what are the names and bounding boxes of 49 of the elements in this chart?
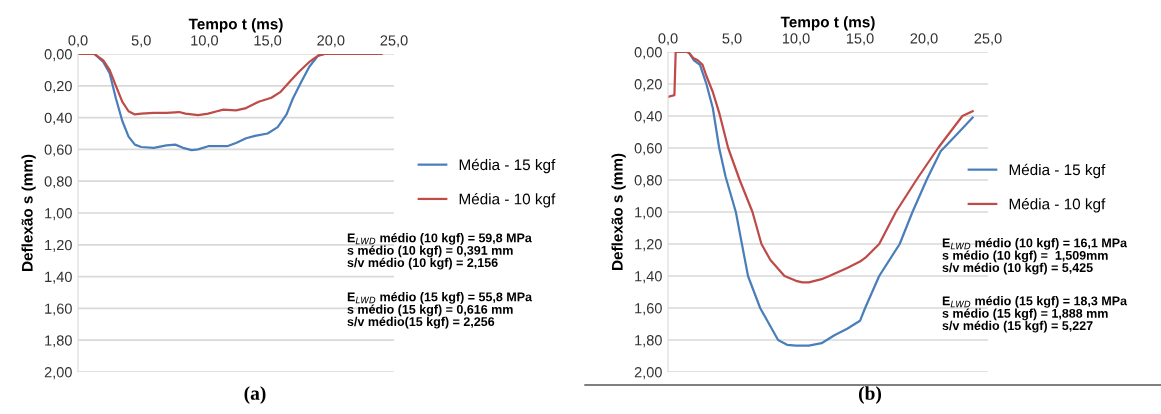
y-tick-label: 0,80 (44, 176, 72, 189)
x-tick-label: 25,0 (380, 35, 408, 48)
text: (b) (858, 386, 882, 404)
x-tick-label: 5,0 (131, 35, 151, 48)
y-tick-label: 0,60 (634, 143, 662, 156)
y-tick-label: 0,40 (44, 112, 72, 125)
x-tick-label: 20,0 (910, 33, 938, 46)
legend-label: Média - 15 kgf (1009, 163, 1106, 179)
y-tick-label: 1,00 (45, 208, 72, 221)
legend-label: Média - 15 kgf (459, 158, 556, 174)
y-tick-label: 0,80 (634, 175, 662, 188)
x-axis-title: Tempo t (ms) (780, 16, 875, 31)
y-tick-label: 1,20 (45, 239, 72, 252)
x-axis-title: Tempo t (ms) (188, 18, 283, 33)
annotation: E$_{LWD}$ médio (15 kgf) = 55,8 MPa s médio (15 kgf) = 0,616 mm s/v médio(15 kgf) = 2,256 (347, 292, 533, 329)
x-tick-label: 0,0 (658, 33, 678, 46)
y-tick-label: 1,00 (635, 207, 662, 220)
y-tick-label: 2,00 (634, 367, 662, 380)
y-tick-label: 1,80 (45, 335, 72, 348)
y-tick-label: 0,20 (44, 80, 72, 93)
y-tick-label: 0,40 (634, 111, 662, 124)
x-tick-label: 25,0 (974, 33, 1002, 46)
x-tick-label: 15,0 (254, 35, 282, 48)
annotation: E$_{LWD}$ médio (10 kgf) = 59,8 MPa s médio (10 kgf) = 0,391 mm s/v médio (10 kgf) = 2,156 (347, 233, 532, 270)
y-tick-label: 0,00 (44, 49, 72, 62)
x-tick-label: 10,0 (782, 33, 810, 46)
legend-label: Média - 10 kgf (459, 193, 556, 208)
y-tick-label: 1,60 (635, 303, 662, 316)
y-tick-label: 1,40 (635, 271, 662, 284)
x-tick-label: 5,0 (722, 33, 742, 46)
annotation: E$_{LWD}$ médio (10 kgf) = 16,1 MPa s médio (10 kgf) = 1,509mm s/v médio (10 kgf) = 5,425 (942, 238, 1128, 275)
text: (a) (244, 386, 266, 404)
x-tick-label: 10,0 (191, 35, 219, 48)
y-tick-label: 2,00 (44, 367, 72, 380)
x-tick-label: 20,0 (317, 35, 345, 48)
y-tick-label: 0,60 (44, 144, 72, 157)
line-series (78, 54, 383, 117)
y-axis-title: Deflexão s (mm) (21, 154, 36, 271)
legend-label: Média - 10 kgf (1009, 198, 1106, 213)
y-tick-label: 1,60 (45, 303, 72, 316)
y-tick-label: 1,40 (45, 271, 72, 284)
x-tick-label: 15,0 (846, 33, 874, 46)
y-tick-label: 0,00 (634, 47, 662, 60)
x-tick-label: 0,0 (68, 35, 88, 48)
y-tick-label: 1,20 (635, 239, 662, 252)
y-tick-label: 1,80 (635, 335, 662, 348)
y-tick-label: 0,20 (634, 79, 662, 92)
y-axis-title: Deflexão s (mm) (611, 153, 626, 270)
annotation: E$_{LWD}$ médio (15 kgf) = 18,3 MPa s médio (15 kgf) = 1,888 mm s/v médio (15 kgf) = 5,227 (942, 296, 1128, 333)
